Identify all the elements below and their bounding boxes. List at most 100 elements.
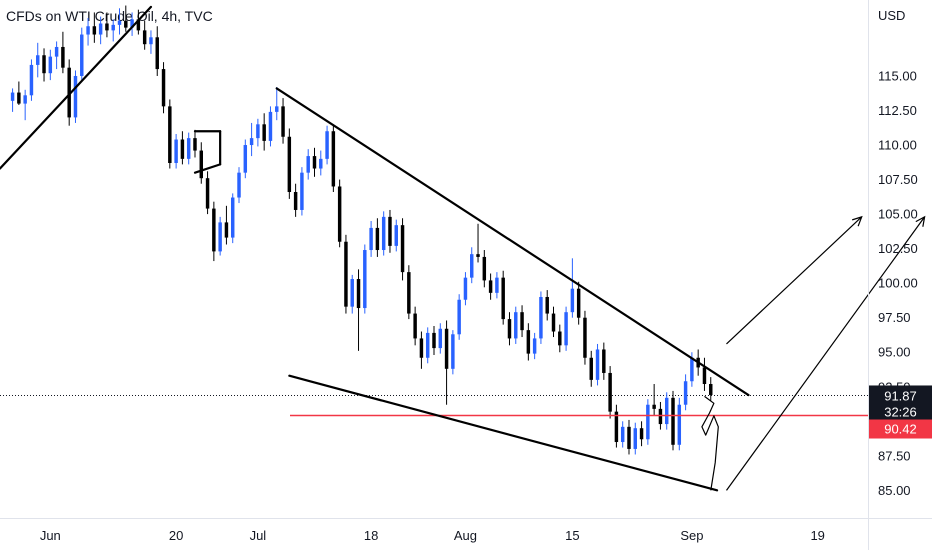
candle[interactable] [501,270,505,325]
candle[interactable] [237,167,241,204]
candle[interactable] [300,167,304,216]
descending-support-line[interactable] [288,374,719,492]
candle[interactable] [344,234,348,314]
candle[interactable] [620,421,625,448]
candle[interactable] [652,384,656,416]
candle[interactable] [400,218,405,281]
candle[interactable] [558,324,562,353]
candle[interactable] [325,125,329,165]
candle[interactable] [180,131,185,165]
candle[interactable] [268,106,273,147]
candle[interactable] [174,133,178,169]
candle[interactable] [363,244,367,314]
candle[interactable] [646,399,650,445]
candle[interactable] [29,59,34,101]
candle[interactable] [514,306,518,344]
candle[interactable] [275,87,279,121]
projection-arrow-2[interactable] [725,215,926,491]
candle[interactable] [388,209,392,253]
candle[interactable] [199,142,204,184]
candle[interactable] [664,392,669,430]
candle[interactable] [281,98,285,144]
candle[interactable] [419,331,424,369]
candle[interactable] [709,377,713,401]
projection-arrow-1[interactable] [726,215,863,345]
candle[interactable] [564,306,568,351]
candle[interactable] [73,70,78,123]
candle[interactable] [576,281,581,325]
candle[interactable] [639,421,644,447]
candle[interactable] [124,5,128,32]
candle[interactable] [482,250,487,288]
candle[interactable] [407,265,411,320]
candle[interactable] [105,12,109,38]
candle[interactable] [683,374,688,411]
candle[interactable] [23,89,27,121]
candle[interactable] [17,81,21,105]
candle[interactable] [470,247,474,284]
candle[interactable] [337,179,342,248]
candle[interactable] [287,128,292,199]
candle[interactable] [331,125,336,193]
candle[interactable] [149,30,153,54]
candle[interactable] [438,323,443,354]
candle[interactable] [520,305,524,338]
candle[interactable] [161,62,166,114]
candle[interactable] [293,183,298,217]
candle[interactable] [413,306,417,346]
time-axis[interactable]: Jun 20 Jul 18 Aug 15 Sep 19 [0,518,932,544]
candle[interactable] [702,357,707,391]
candle[interactable] [42,48,46,82]
rising-support-line[interactable] [0,5,153,170]
candle[interactable] [136,9,141,35]
candle[interactable] [671,390,675,451]
candle[interactable] [488,273,493,300]
candle[interactable] [350,274,354,314]
candle[interactable] [61,31,65,74]
candle[interactable] [262,113,266,151]
candle[interactable] [306,149,310,180]
candle[interactable] [319,150,323,176]
candle[interactable] [243,139,248,179]
candle[interactable] [495,272,499,299]
drawings-layer[interactable] [0,5,926,492]
candle[interactable] [218,216,222,256]
candle[interactable] [394,219,398,252]
candle[interactable] [80,27,84,82]
candle[interactable] [10,88,15,112]
candle[interactable] [193,129,197,158]
candle[interactable] [130,12,134,36]
candle[interactable] [595,343,600,386]
candle[interactable] [142,20,147,50]
candle[interactable] [205,171,210,215]
descending-resistance-line[interactable] [275,87,750,397]
candle[interactable] [117,8,122,35]
candle[interactable] [312,147,317,177]
candle[interactable] [602,342,606,380]
candle[interactable] [507,312,512,346]
candle[interactable] [583,310,587,365]
candle[interactable] [633,422,638,455]
candle[interactable] [444,320,449,405]
price-axis[interactable]: USD 115.00 112.50 110.00 107.50 105.00 102.50 1… [868,0,932,550]
candle[interactable] [425,327,430,364]
candle[interactable] [381,211,386,256]
candle[interactable] [614,404,619,448]
candle[interactable] [589,350,593,387]
candle[interactable] [92,12,97,43]
candle[interactable] [369,221,373,257]
candle[interactable] [67,59,71,126]
candle[interactable] [155,26,159,76]
candle[interactable] [551,306,556,338]
candle[interactable] [532,332,537,360]
candle[interactable] [48,49,53,81]
plot-area[interactable] [0,5,868,455]
candle[interactable] [432,325,436,356]
candle[interactable] [98,16,103,45]
candle[interactable] [608,366,612,419]
candle[interactable] [627,419,631,455]
candle[interactable] [356,269,361,351]
candle[interactable] [457,294,461,340]
projection-squiggle[interactable] [701,395,719,491]
candle[interactable] [570,258,575,318]
